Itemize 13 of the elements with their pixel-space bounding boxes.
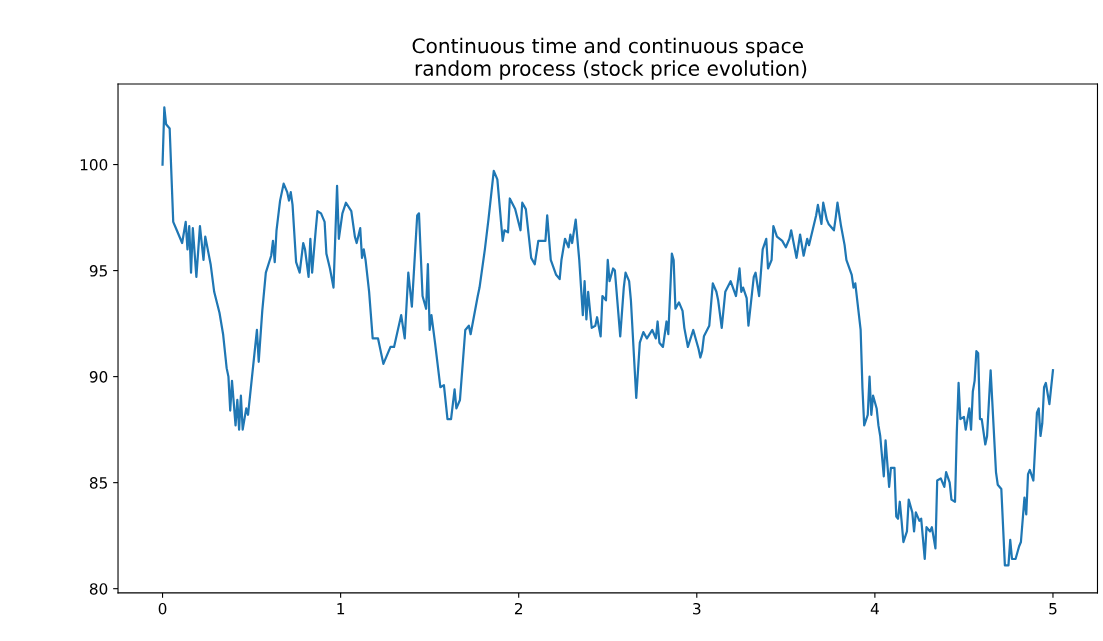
x-tick-label: 0: [158, 602, 167, 615]
y-tick-label: 80: [89, 583, 108, 595]
x-tick-label: 1: [337, 603, 345, 615]
y-tick-label: 100: [80, 159, 108, 171]
line-series: [161, 106, 1055, 567]
y-tick-label: 95: [89, 265, 107, 277]
x-tick-label: 5: [1049, 603, 1057, 615]
y-tick-label: 90: [89, 371, 108, 383]
x-tick-label: 2: [514, 602, 523, 615]
chart-title: Continuous time and continuous space random process (stock price evolution): [412, 37, 807, 80]
y-tick-label: 85: [89, 477, 107, 489]
x-tick-label: 4: [870, 603, 879, 615]
x-tick-label: 3: [693, 602, 701, 615]
